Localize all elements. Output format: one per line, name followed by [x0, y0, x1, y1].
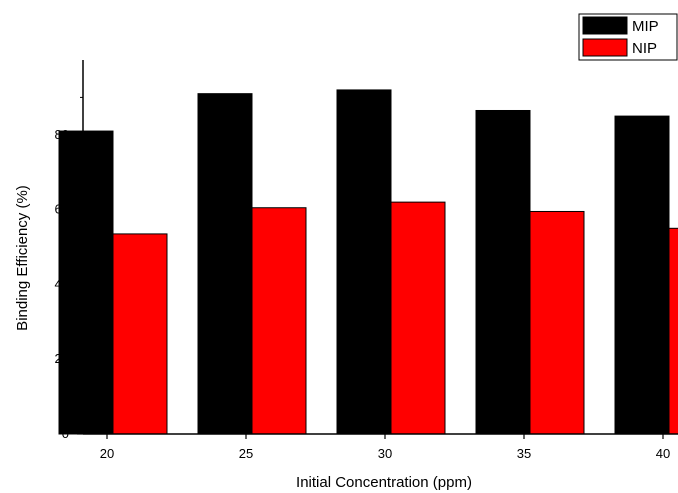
y-tick-label-80: 80 — [55, 127, 69, 142]
y-tick-label-60: 60 — [55, 202, 69, 217]
x-tick-label-30: 30 — [378, 446, 392, 461]
bar-mip-30 — [336, 89, 392, 435]
legend-swatch-nip — [582, 38, 628, 57]
bar-mip-35 — [475, 109, 531, 435]
bar-mip-40 — [614, 115, 670, 435]
legend-swatch-mip — [582, 16, 628, 35]
x-tick-label-35: 35 — [517, 446, 531, 461]
y-axis-label: Binding Efficiency (%) — [14, 185, 31, 331]
legend-label-nip: NIP — [632, 40, 657, 57]
y-ticks-group: 0 20 40 60 80 — [55, 96, 83, 441]
bar-mip-25 — [197, 93, 253, 435]
bar-mip-20 — [58, 130, 114, 435]
legend: MIP NIP — [578, 13, 678, 61]
y-tick-label-0: 0 — [62, 426, 69, 441]
bars-group — [58, 89, 678, 435]
x-tick-label-25: 25 — [239, 446, 253, 461]
y-tick-label-40: 40 — [55, 276, 69, 291]
y-tick-label-20: 20 — [55, 351, 69, 366]
x-tick-label-20: 20 — [100, 446, 114, 461]
bar-nip-20 — [112, 233, 168, 435]
legend-label-mip: MIP — [632, 18, 659, 35]
x-ticks-group: 20 25 30 35 40 — [100, 434, 670, 461]
bar-nip-40 — [668, 227, 678, 435]
bar-nip-25 — [251, 207, 307, 435]
x-tick-label-40: 40 — [656, 446, 670, 461]
x-axis-label: Initial Concentration (ppm) — [296, 474, 472, 491]
bar-nip-35 — [529, 210, 585, 435]
bar-nip-30 — [390, 201, 446, 435]
